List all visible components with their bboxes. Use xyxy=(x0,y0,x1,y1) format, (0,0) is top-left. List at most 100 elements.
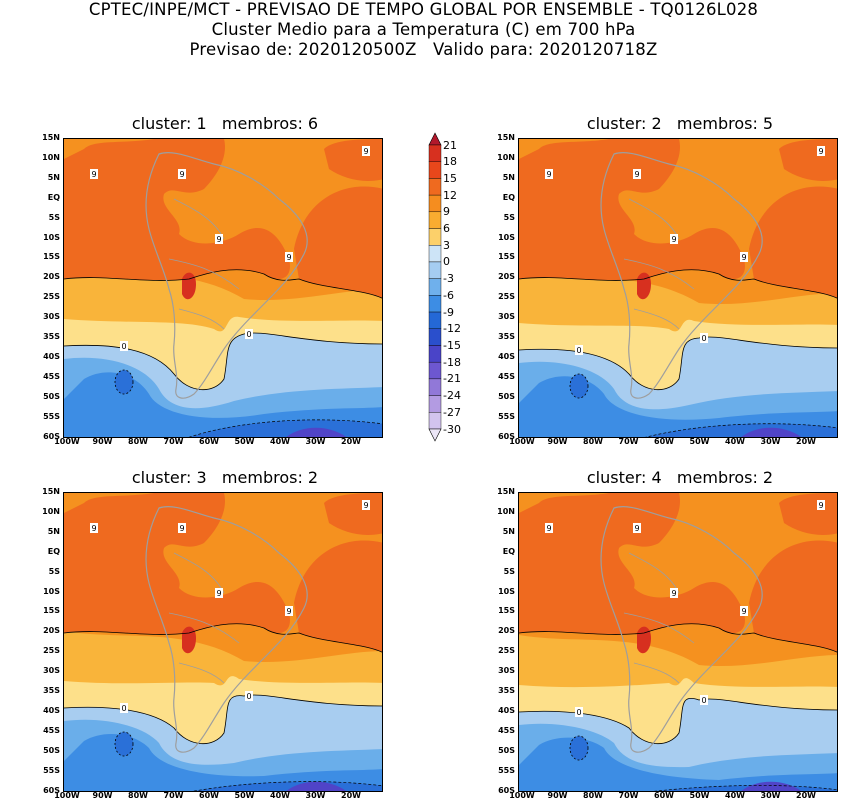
cold-eye xyxy=(569,735,589,761)
country-borders xyxy=(168,198,240,330)
lat-tick-label: 35S xyxy=(498,332,515,341)
lat-tick-label: 60S xyxy=(43,431,60,441)
lat-tick-label: 35S xyxy=(43,332,60,341)
band-9-12-north xyxy=(64,139,225,234)
contour-label-box xyxy=(285,606,293,616)
lat-tick-label: 45S xyxy=(498,725,515,735)
lat-tick-label: 15S xyxy=(43,606,60,616)
contour-label: 0 xyxy=(246,692,251,701)
contour-label: 0 xyxy=(121,342,126,351)
lat-tick-label: 30S xyxy=(498,666,515,676)
lat-tick-label: 10N xyxy=(42,152,60,162)
contour-nine xyxy=(519,269,837,299)
cold-core xyxy=(741,427,802,437)
contour-label-box xyxy=(817,500,825,510)
colorbar-label: -3 xyxy=(443,272,454,286)
lat-tick-label: 15S xyxy=(43,252,60,262)
lon-tick-label: 80W xyxy=(128,791,148,800)
lat-tick-label: 40S xyxy=(498,705,515,715)
contour-label-box xyxy=(700,695,708,705)
lat-tick-label: EQ xyxy=(47,192,60,202)
lon-tick-label: 100W xyxy=(509,437,535,446)
lon-tick-label: 70W xyxy=(618,437,639,446)
lat-tick-label: 15N xyxy=(42,487,60,496)
lat-tick-label: EQ xyxy=(502,546,515,556)
lat-tick-label: 10N xyxy=(42,506,60,516)
colorbar-segment xyxy=(428,361,442,380)
contour-label-box xyxy=(285,252,293,262)
contour-label-box xyxy=(120,703,128,713)
contour-label-box xyxy=(545,523,553,533)
colorbar-segment xyxy=(428,378,442,396)
lat-tick-label: 25S xyxy=(43,292,60,302)
lat-tick-label: 20S xyxy=(43,626,60,636)
lat-tick-label: 40S xyxy=(43,351,60,361)
lat-tick-label: 40S xyxy=(43,705,60,715)
colorbar-label: -15 xyxy=(443,338,461,352)
lon-tick-label: 40W xyxy=(725,791,745,800)
lon-tick-label: 100W xyxy=(54,437,80,446)
band-neg6-neg9 xyxy=(519,376,837,437)
lat-tick-label: 10N xyxy=(497,506,515,516)
colorbar-segment xyxy=(428,144,442,162)
colorbar xyxy=(425,131,465,443)
lat-tick-label: 10S xyxy=(498,586,515,596)
contour-label-box xyxy=(215,588,223,598)
contour-label-box xyxy=(545,169,553,179)
colorbar-label: -6 xyxy=(443,288,454,302)
contour-label: 9 xyxy=(179,524,184,533)
contour-label-box xyxy=(670,588,678,598)
lon-tick-label: 30W xyxy=(760,791,781,800)
colorbar-top-arrow xyxy=(428,132,442,146)
colorbar-segment xyxy=(428,278,442,296)
contour-label: 9 xyxy=(91,524,96,533)
contour-label: 9 xyxy=(741,607,746,616)
lat-tick-label: 45S xyxy=(43,371,60,381)
contour-label: 0 xyxy=(121,704,126,713)
contour-label-box xyxy=(362,500,370,510)
colorbar-label: 0 xyxy=(443,255,450,269)
colorbar-label: -24 xyxy=(443,389,461,403)
lat-tick-label: 10S xyxy=(498,232,515,242)
lat-tick-label: 30S xyxy=(498,312,515,322)
lon-tick-label: 40W xyxy=(270,791,290,800)
lat-tick-label: 50S xyxy=(43,391,60,401)
lat-tick-label: 45S xyxy=(43,725,60,735)
lat-tick-label: 60S xyxy=(498,431,515,441)
contour-label: 0 xyxy=(246,330,251,339)
lat-tick-label: 5N xyxy=(502,526,515,536)
colorbar-segment xyxy=(428,245,442,263)
contour-label: 9 xyxy=(634,524,639,533)
colorbar-label: 9 xyxy=(443,205,450,219)
band-neg6-neg9 xyxy=(519,737,837,791)
contour-label-box xyxy=(740,606,748,616)
band-9-12-central xyxy=(64,582,290,635)
colorbar-label: -27 xyxy=(443,405,461,419)
lon-tick-label: 70W xyxy=(163,791,184,800)
lon-tick-label: 90W xyxy=(92,791,113,800)
lat-tick-label: 10N xyxy=(497,152,515,162)
lat-tick-label: 15N xyxy=(497,133,515,142)
title-line-2: Cluster Medio para a Temperatura (C) em … xyxy=(211,20,636,39)
lat-tick-label: 30S xyxy=(43,312,60,322)
contour-label: 9 xyxy=(818,147,823,156)
colorbar-segment xyxy=(428,311,442,329)
lon-tick-label: 60W xyxy=(199,791,219,800)
country-borders xyxy=(168,552,240,684)
lon-tick-label: 60W xyxy=(654,791,674,800)
colorbar-segment xyxy=(428,161,442,179)
contour-nine xyxy=(64,623,382,653)
lat-tick-label: 35S xyxy=(498,686,515,695)
lon-tick-label: 50W xyxy=(234,437,255,446)
contour-label-box xyxy=(362,146,370,156)
lon-tick-label: 40W xyxy=(270,437,290,446)
coastline xyxy=(600,152,763,399)
contour-label: 0 xyxy=(701,696,706,705)
lat-tick-label: 20S xyxy=(43,272,60,282)
cold-core xyxy=(741,781,802,791)
lon-tick-label: 50W xyxy=(689,437,710,446)
panel-2-title: cluster: 2 membros: 5 xyxy=(586,114,774,133)
band-9-12-east xyxy=(749,540,837,653)
lat-tick-label: 5N xyxy=(47,172,60,182)
lat-tick-label: 5S xyxy=(48,566,60,576)
